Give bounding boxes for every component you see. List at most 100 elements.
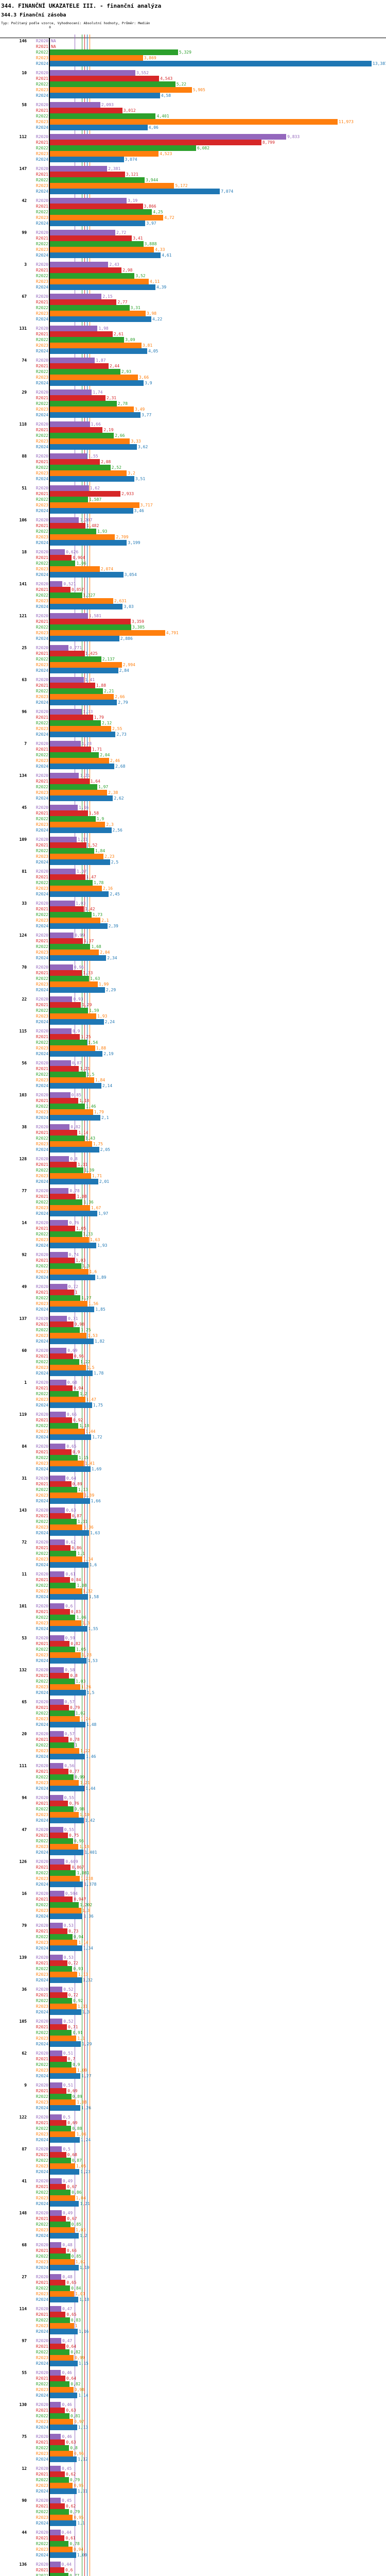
bar-r2021[interactable] [50, 427, 103, 433]
bar-row[interactable]: R2023 11,973 [0, 119, 386, 125]
bar-r2020[interactable] [50, 2434, 61, 2439]
bar-row[interactable]: R2023 3,49 [0, 406, 386, 412]
bar-row[interactable]: R2024 3,97 [0, 221, 386, 226]
bar-row[interactable]: R2022 0,89 [0, 2094, 386, 2099]
bar-row[interactable]: R2024 1,18 [0, 2297, 386, 2302]
bar-row[interactable]: R2021 8,799 [0, 140, 386, 145]
bar-row[interactable]: R2020 0,48 [0, 2274, 386, 2280]
bar-row[interactable]: R2022 0,92 [0, 1998, 386, 2004]
bar-r2024[interactable] [50, 1051, 103, 1057]
bar-r2022[interactable] [50, 1104, 85, 1109]
bar-row[interactable]: R2020 0,64 [0, 1476, 386, 1481]
bar-r2024[interactable] [50, 508, 133, 514]
bar-row[interactable]: R2023 1,02 [0, 2259, 386, 2265]
bar-row[interactable]: R2023 4,11 [0, 279, 386, 284]
bar-r2021[interactable] [50, 1609, 70, 1615]
bar-r2020[interactable] [50, 1156, 69, 1162]
bar-r2023[interactable] [50, 822, 106, 827]
bar-r2023[interactable] [50, 2419, 74, 2425]
bar-r2022[interactable] [50, 720, 101, 726]
bar-row[interactable]: R2023 3,717 [0, 502, 386, 508]
bar-r2024[interactable] [50, 316, 152, 322]
bar-row[interactable]: R2024 2,84 [0, 668, 386, 673]
bar-r2020[interactable] [50, 1220, 68, 1226]
bar-row[interactable]: R2022 1,9 [0, 816, 386, 822]
bar-row[interactable]: R2022 3,09 [0, 337, 386, 343]
bar-row[interactable]: R2024 1,78 [0, 1370, 386, 1376]
bar-row[interactable]: R2024 1,21 [0, 2201, 386, 2207]
bar-r2020[interactable] [50, 1316, 67, 1321]
bar-row[interactable]: R2023 1,67 [0, 1205, 386, 1211]
bar-row[interactable]: R2023 2,631 [0, 598, 386, 604]
bar-row[interactable]: R2023 0,98 [0, 2387, 386, 2393]
bar-r2020[interactable] [50, 1188, 69, 1194]
bar-r2021[interactable] [50, 2344, 65, 2349]
bar-row[interactable]: R2023 1,13 [0, 1972, 386, 1977]
bar-row[interactable]: R2024 4,06 [0, 125, 386, 130]
bar-r2024[interactable] [50, 2488, 77, 2494]
bar-r2021[interactable] [50, 1449, 72, 1455]
bar-row[interactable]: R2022 1,97 [0, 784, 386, 790]
bar-r2024[interactable] [50, 1690, 86, 1696]
bar-r2020[interactable] [50, 773, 79, 778]
bar-row[interactable]: R2020 2,15 [0, 294, 386, 299]
bar-r2024[interactable] [50, 2297, 79, 2302]
bar-row[interactable]: R2023 0,97 [0, 2419, 386, 2425]
bar-r2021[interactable] [50, 1960, 67, 1966]
bar-r2020[interactable] [50, 2019, 63, 2024]
bar-row[interactable]: R2024 1,82 [0, 1338, 386, 1344]
bar-r2024[interactable] [50, 476, 134, 482]
bar-row[interactable]: R2024 1,09 [0, 2552, 386, 2558]
bar-row[interactable]: R2021 0,65 [0, 2312, 386, 2317]
bar-r2023[interactable] [50, 694, 114, 700]
bar-r2022[interactable] [50, 912, 92, 918]
bar-r2020[interactable] [50, 1252, 68, 1258]
bar-r2020[interactable] [50, 1987, 63, 1992]
bar-r2021[interactable] [50, 1290, 74, 1295]
bar-r2021[interactable] [50, 906, 84, 912]
bar-r2024[interactable] [50, 955, 107, 961]
bar-r2024[interactable] [50, 1882, 83, 1887]
bar-row[interactable]: R2022 3,31 [0, 305, 386, 311]
bar-r2024[interactable] [50, 764, 115, 769]
bar-row[interactable]: R2022 0,81 [0, 2413, 386, 2419]
bar-row[interactable]: R2022 2,137 [0, 656, 386, 662]
bar-r2023[interactable] [50, 1461, 84, 1466]
bar-r2022[interactable] [50, 1423, 79, 1429]
bar-row[interactable]: R2022 5,329 [0, 49, 386, 55]
bar-r2020[interactable] [50, 837, 77, 842]
bar-row[interactable]: R2021 0,64 [0, 2376, 386, 2381]
bar-r2024[interactable] [50, 540, 127, 546]
bar-r2020[interactable] [50, 1795, 63, 1801]
bar-row[interactable]: R2021 1,14 [0, 1130, 386, 1136]
bar-row[interactable]: R2021 0,82 [0, 1641, 386, 1647]
bar-r2021[interactable] [50, 2024, 67, 2030]
bar-row[interactable]: R2024 1,46 [0, 1754, 386, 1759]
bar-row[interactable]: R2020 0,521 [0, 581, 386, 587]
bar-row[interactable]: R2020 0,68 [0, 1380, 386, 1385]
bar-row[interactable]: R2021 0,79 [0, 1705, 386, 1710]
bar-row[interactable]: R2021 0,64 [0, 2344, 386, 2349]
bar-row[interactable]: R2022 1,1 [0, 1551, 386, 1556]
bar-row[interactable]: R2020 0,53 [0, 1923, 386, 1928]
bar-row[interactable]: R2021 1,42 [0, 906, 386, 912]
bar-r2022[interactable] [50, 2094, 72, 2099]
bar-r2023[interactable] [50, 1301, 87, 1307]
bar-row[interactable]: R2021 1,25 [0, 1034, 386, 1040]
bar-row[interactable]: R2024 1,48 [0, 1722, 386, 1727]
bar-row[interactable]: R2020 0,52 [0, 2019, 386, 2024]
bar-r2022[interactable] [50, 1327, 80, 1333]
bar-row[interactable]: R2020 0,74 [0, 1252, 386, 1258]
bar-row[interactable]: R2020 0,69 [0, 1348, 386, 1353]
bar-r2022[interactable] [50, 688, 103, 694]
bar-row[interactable]: R2021 0,904 [0, 555, 386, 561]
bar-r2024[interactable] [50, 1115, 101, 1121]
bar-r2021[interactable] [50, 1545, 71, 1551]
bar-row[interactable]: R2023 2,23 [0, 854, 386, 859]
bar-r2021[interactable] [50, 2312, 66, 2317]
bar-r2021[interactable] [50, 1002, 81, 1008]
bar-r2023[interactable] [50, 854, 104, 859]
bar-r2020[interactable] [50, 1380, 66, 1385]
bar-row[interactable]: R2024 1,29 [0, 2041, 386, 2047]
